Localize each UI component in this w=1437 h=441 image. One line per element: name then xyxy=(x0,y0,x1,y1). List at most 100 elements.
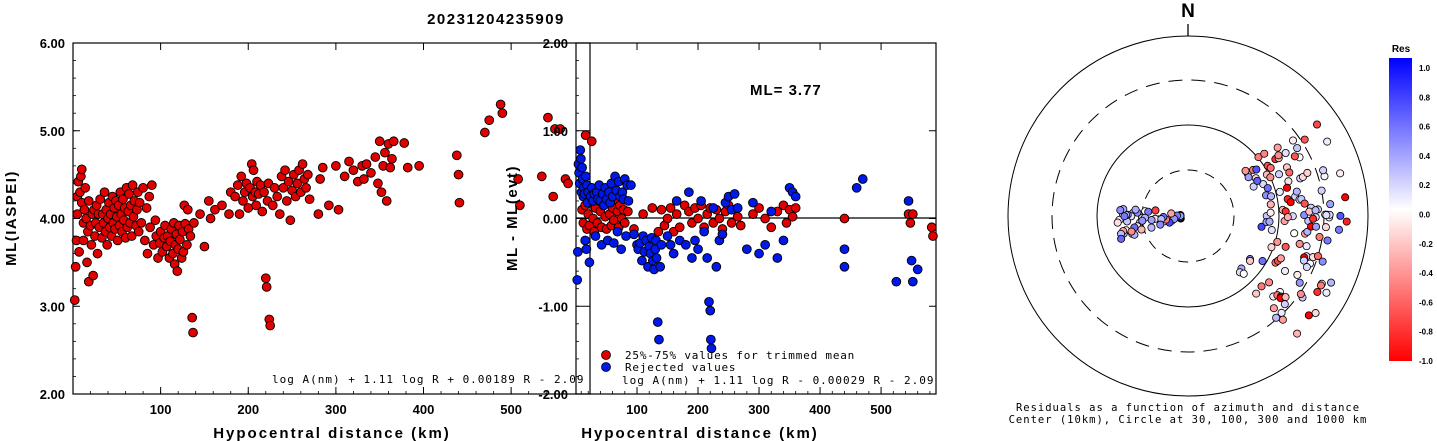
middle-axis-ticks: 100 200 300 400 500 -2.00 -1.00 0.00 1.00 2.00 xyxy=(538,36,936,417)
left-point xyxy=(145,222,155,233)
middle-point xyxy=(907,209,918,219)
left-point xyxy=(188,327,198,338)
polar-point xyxy=(1302,242,1311,251)
left-point xyxy=(127,180,138,191)
left-point xyxy=(72,209,83,219)
legend-label-rejected: Rejected values xyxy=(625,361,736,374)
middle-point xyxy=(655,261,666,272)
middle-point xyxy=(608,238,619,248)
left-point xyxy=(150,215,161,226)
polar-point xyxy=(1265,217,1274,226)
middle-point xyxy=(766,222,777,233)
polar-point xyxy=(1315,232,1324,241)
middle-point xyxy=(580,235,591,246)
middle-point xyxy=(584,257,595,268)
polar-point xyxy=(1246,256,1255,265)
polar-point xyxy=(1144,207,1153,216)
polar-point xyxy=(1252,289,1261,298)
middle-point xyxy=(705,334,716,345)
middle-point xyxy=(581,244,592,255)
colorbar-tick-labels: 1.0 0.8 0.6 0.4 0.2 0.0 -0.2 -0.4 -0.6 -0.8 -1.0 xyxy=(1419,64,1433,366)
left-y-axis-label: ML(IASPEI) xyxy=(3,170,20,266)
middle-point xyxy=(590,231,601,241)
polar-point xyxy=(1272,313,1281,322)
left-point xyxy=(88,270,99,281)
middle-point xyxy=(687,253,697,263)
polar-point xyxy=(1265,278,1274,287)
middle-point xyxy=(612,226,623,237)
left-point xyxy=(210,204,220,215)
middle-y-axis-label: ML - ML(evt) xyxy=(504,165,521,271)
middle-point xyxy=(652,317,663,327)
left-axis-ticks: 100 200 300 400 500 2.00 3.00 4.00 5.00 6.00 xyxy=(40,36,590,417)
middle-point xyxy=(851,182,862,193)
polar-point xyxy=(1280,300,1289,309)
polar-point xyxy=(1299,256,1308,265)
left-formula: log A(nm) + 1.11 log R + 0.00189 R - 2.0… xyxy=(272,373,585,386)
middle-point xyxy=(654,334,664,345)
left-x-tick-label: 500 xyxy=(500,402,522,417)
middle-point xyxy=(729,189,740,199)
middle-point xyxy=(684,187,694,198)
middle-point xyxy=(623,196,634,206)
left-point xyxy=(495,99,506,110)
left-point xyxy=(302,169,313,180)
middle-point xyxy=(668,248,679,259)
middle-point xyxy=(671,209,682,219)
polar-point xyxy=(1322,211,1331,220)
middle-y-tick-label: 1.00 xyxy=(543,124,568,139)
left-point xyxy=(269,182,280,193)
left-point xyxy=(136,218,147,228)
left-point xyxy=(99,187,110,198)
middle-point xyxy=(623,206,633,217)
polar-point xyxy=(1312,222,1321,231)
residual-colorbar: Res 1.0 0.8 0.6 0.4 0.2 0.0 -0.2 -0.4 -0.6 -0.8 -1… xyxy=(1389,44,1433,366)
middle-point xyxy=(839,261,850,272)
left-point xyxy=(374,136,385,147)
left-point xyxy=(402,162,413,173)
polar-point xyxy=(1127,227,1136,236)
middle-point xyxy=(638,209,648,219)
left-point xyxy=(339,171,350,182)
colorbar-gradient xyxy=(1389,58,1412,361)
colorbar-title: Res xyxy=(1392,44,1411,55)
middle-x-tick-label: 400 xyxy=(809,402,831,417)
polar-point xyxy=(1257,222,1266,231)
polar-point xyxy=(1267,226,1276,235)
left-point xyxy=(387,153,397,164)
polar-point xyxy=(1273,143,1282,152)
middle-x-tick-label: 100 xyxy=(626,402,648,417)
middle-point xyxy=(912,264,923,275)
polar-point xyxy=(1269,304,1278,313)
left-point xyxy=(195,209,205,219)
polar-point xyxy=(1295,278,1304,287)
left-point xyxy=(304,194,315,205)
middle-point xyxy=(619,218,630,228)
middle-point xyxy=(693,213,703,224)
middle-point xyxy=(906,255,917,266)
middle-legend: 25%-75% values for trimmed mean Rejected… xyxy=(601,349,854,374)
polar-point xyxy=(1323,236,1332,245)
left-point xyxy=(187,312,198,323)
left-point xyxy=(451,150,462,161)
middle-point xyxy=(732,203,743,213)
middle-point xyxy=(711,261,722,272)
left-y-tick-label: 6.00 xyxy=(40,36,65,51)
polar-point xyxy=(1239,269,1248,278)
colorbar-tick-label: 1.0 xyxy=(1419,64,1431,73)
left-point xyxy=(274,209,285,219)
middle-point xyxy=(839,213,850,224)
left-point xyxy=(95,194,106,205)
left-point xyxy=(586,136,597,147)
left-point xyxy=(80,182,91,193)
middle-point xyxy=(656,204,667,215)
polar-point xyxy=(1311,206,1320,215)
polar-point xyxy=(1116,206,1125,215)
middle-point xyxy=(787,211,798,222)
polar-point xyxy=(1258,257,1267,266)
polar-caption-line2: Center (10km), Circle at 30, 100, 300 an… xyxy=(1009,414,1368,426)
left-data-points xyxy=(69,99,597,338)
left-point xyxy=(543,112,553,123)
middle-point xyxy=(926,222,937,233)
middle-point xyxy=(575,145,586,155)
